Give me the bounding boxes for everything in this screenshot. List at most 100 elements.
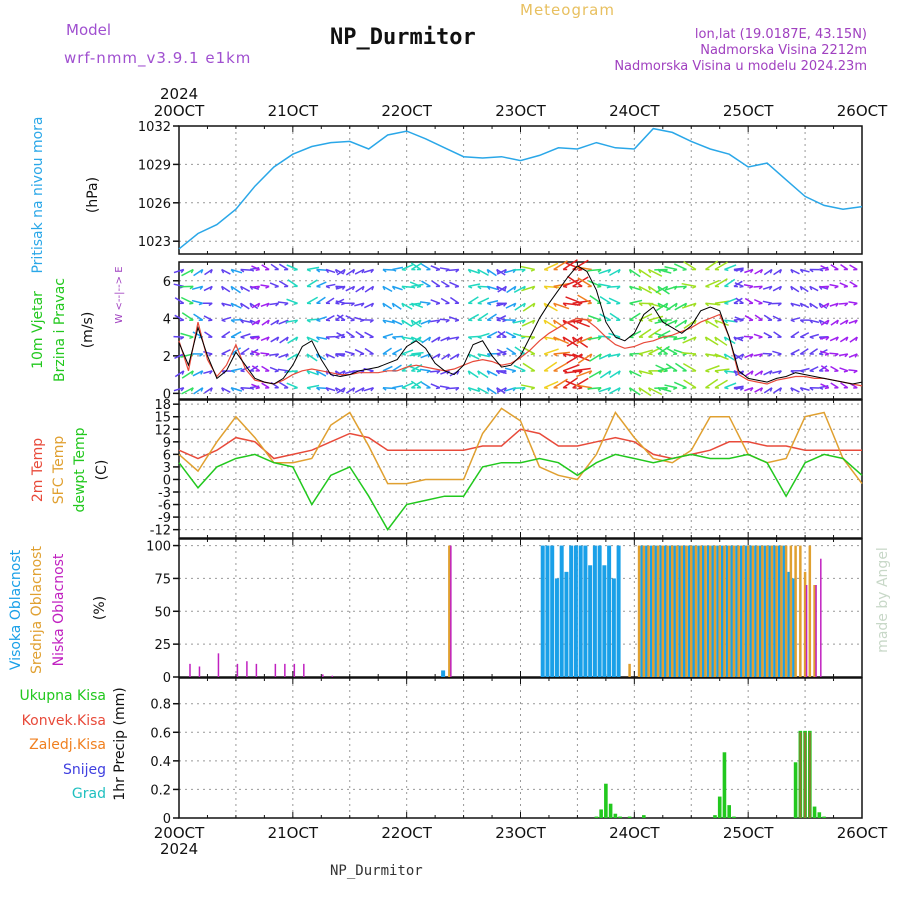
wind-arrow <box>809 319 820 324</box>
wind-arrow-head <box>714 319 718 324</box>
wind-arrow <box>772 285 782 292</box>
cloud-mid-bar <box>784 545 788 677</box>
precip-panel: 0 0.2 0.4 0.6 0.8 <box>150 677 863 827</box>
wind-arrow-head <box>401 387 406 390</box>
wind-arrow-head <box>274 370 279 373</box>
wind-arrow <box>421 263 431 271</box>
cloud-high-bar <box>441 670 446 677</box>
wind-speed-line <box>178 265 863 385</box>
precip-total-bar <box>717 796 722 818</box>
wind-arrow <box>705 319 719 329</box>
wind-arrow <box>520 384 535 389</box>
wind-arrow <box>249 365 259 372</box>
wind-arrow-head <box>825 285 830 290</box>
wind-arrow <box>562 364 580 372</box>
wind-arrow <box>839 353 848 357</box>
wind-arrow <box>587 268 602 272</box>
cloud-high-bar <box>569 545 574 677</box>
model-elevation-label: Nadmorska Visina u modelu 2024.23m <box>614 59 867 74</box>
wind-arrow-head <box>221 387 225 392</box>
wind-arrow <box>364 347 374 355</box>
wind-arrow <box>657 330 671 338</box>
precip-total-bar <box>822 816 826 818</box>
cloud-high-bar <box>602 565 607 677</box>
cloud-high-bar <box>706 545 711 677</box>
wind-arrow <box>657 345 670 355</box>
y-tick-label: -3 <box>158 486 171 501</box>
cloud-mid-bar <box>756 545 759 677</box>
wind-arrow <box>392 319 403 326</box>
wind-arrow-head <box>249 303 253 308</box>
wind-arrow-head <box>616 285 621 290</box>
wind-arrow <box>800 302 810 309</box>
pressure-label: Pritisak na nivou mora <box>30 116 46 273</box>
wind-arrow <box>629 299 643 305</box>
wind-arrow <box>654 319 668 324</box>
precip-total-bar <box>599 809 603 818</box>
cloud-high-bar <box>697 545 702 677</box>
wind-arrow <box>448 268 459 272</box>
wind-arrow <box>306 336 319 343</box>
wind-arrow-head <box>553 319 556 325</box>
wind-arrow <box>705 336 719 346</box>
wind-arrow-head <box>411 285 416 289</box>
wind-arrow <box>354 348 365 355</box>
wind-compass: W <--|--> E <box>114 266 125 323</box>
wind-arrow-head <box>454 285 459 288</box>
wind-arrow-head <box>467 336 473 340</box>
top-date-label: 25OCT <box>723 102 774 120</box>
wind-arrow <box>467 313 480 321</box>
wind-arrow-head <box>341 285 346 290</box>
wind-arrow <box>430 265 441 271</box>
year-top: 2024 <box>160 85 198 103</box>
wind-arrow <box>448 336 459 340</box>
wind-arrow-head <box>477 387 481 392</box>
wind-arrow <box>221 387 231 394</box>
cloud-high-bar <box>678 545 683 677</box>
cloud-mid-bar <box>746 545 750 677</box>
wind-arrow-head <box>181 370 185 375</box>
precip-conv-bar <box>808 732 811 818</box>
wind-arrow-head <box>208 302 213 307</box>
gust-line <box>178 313 863 387</box>
wind-arrow-head <box>249 387 255 391</box>
wind-arrow <box>809 348 819 355</box>
cloud-high-bar <box>583 545 588 677</box>
wind-arrow-head <box>724 387 729 390</box>
wind-arrow <box>420 319 431 325</box>
precip-total-bar <box>608 803 613 818</box>
wind-arrow-head <box>531 285 536 291</box>
top-date-label: 21OCT <box>268 102 319 120</box>
wind-arrow <box>598 387 611 393</box>
wind-arrow-head <box>325 353 329 358</box>
wind-arrow-head <box>316 336 320 341</box>
wind-arrow-head <box>418 319 422 325</box>
cloud-mid-bar <box>751 545 755 677</box>
cloud-high-bar <box>573 545 578 677</box>
wind-arrow <box>269 353 279 356</box>
wind-arrow <box>648 302 664 308</box>
wind-arrow-head <box>682 353 687 356</box>
wind-arrow-head <box>629 302 634 306</box>
precip-legend-snow: Snijeg <box>63 762 106 778</box>
wind-arrow <box>477 387 489 395</box>
wind-arrow <box>819 350 830 355</box>
wind-arrow-head <box>435 268 441 272</box>
wind-arrow <box>773 331 782 338</box>
wind-arrow <box>674 362 687 372</box>
wind-arrow <box>336 268 346 276</box>
wind-arrow <box>260 336 270 342</box>
wind-arrow-head <box>342 387 346 392</box>
panel-frame <box>178 125 863 255</box>
wind-arrow-head <box>306 353 310 358</box>
wind-arrow-head <box>504 286 507 291</box>
precip-total-bar <box>642 815 646 818</box>
wind-arrow-head <box>513 302 517 308</box>
wind-arrow <box>221 302 232 307</box>
temp-label-2: SFC Temp <box>51 436 67 505</box>
wind-arrow-head <box>809 303 813 308</box>
wind-arrow <box>543 262 559 271</box>
wind-arrow <box>449 353 460 361</box>
wind-arrow <box>325 353 335 359</box>
wind-arrow <box>673 285 687 288</box>
